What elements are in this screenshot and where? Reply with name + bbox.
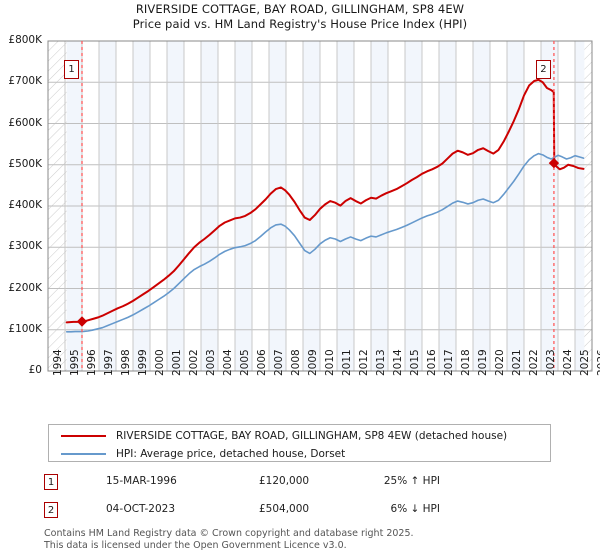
transaction-badge: 2: [44, 502, 58, 518]
x-axis-tick-label: 2009: [307, 349, 319, 376]
legend-label-property: RIVERSIDE COTTAGE, BAY ROAD, GILLINGHAM,…: [116, 429, 508, 442]
chart-marker-badge[interactable]: 1: [64, 60, 79, 79]
x-axis-tick-label: 2003: [205, 349, 217, 376]
footer-line-1: Contains HM Land Registry data © Crown c…: [44, 528, 414, 539]
transaction-row[interactable]: 1 15-MAR-1996 £120,000 25% ↑ HPI: [44, 474, 564, 496]
attribution-footer: Contains HM Land Registry data © Crown c…: [44, 528, 584, 551]
transaction-price: £504,000: [259, 503, 310, 515]
x-axis-tick-label: 2020: [494, 349, 506, 376]
x-axis-tick-label: 1998: [120, 349, 132, 376]
legend-item-hpi: HPI: Average price, detached house, Dors…: [49, 444, 550, 463]
y-axis-tick-label: £800K: [8, 34, 42, 46]
chart-svg: [47, 40, 593, 372]
x-axis-tick-label: 1997: [103, 349, 115, 376]
y-axis-tick-label: £200K: [8, 281, 42, 294]
footer-line-2: This data is licensed under the Open Gov…: [44, 539, 347, 551]
chart-marker-badge[interactable]: 2: [535, 60, 551, 79]
x-axis-tick-label: 2004: [222, 349, 234, 376]
x-axis-tick-label: 2007: [273, 349, 285, 376]
title-line-2: Price paid vs. HM Land Registry's House …: [132, 17, 468, 31]
x-axis-tick-label: 2016: [426, 349, 438, 376]
x-axis-tick-label: 2006: [256, 349, 268, 376]
x-axis-tick-label: 2025: [579, 349, 591, 376]
x-axis-tick-label: 2014: [392, 349, 404, 376]
x-axis-tick-label: 1994: [52, 349, 64, 376]
x-axis-tick-label: 2021: [511, 349, 523, 376]
x-axis-tick-label: 2010: [324, 349, 336, 376]
page-title: RIVERSIDE COTTAGE, BAY ROAD, GILLINGHAM,…: [0, 2, 600, 32]
transaction-date: 15-MAR-1996: [106, 475, 177, 487]
y-axis-tick-label: £600K: [8, 116, 42, 129]
x-axis-tick-label: 2018: [460, 349, 472, 376]
transaction-row[interactable]: 2 04-OCT-2023 £504,000 6% ↓ HPI: [44, 502, 564, 524]
x-axis-tick-label: 2026: [596, 349, 600, 376]
transaction-price: £120,000: [259, 475, 310, 487]
x-axis-tick-label: 2015: [409, 349, 421, 376]
price-history-chart: £0 £100K £200K £300K £400K £500K £600K £700K £80…: [8, 34, 600, 376]
x-axis-tick-label: 1995: [69, 349, 81, 376]
x-axis-tick-label: 2011: [341, 349, 353, 376]
x-axis-tick-label: 2019: [477, 349, 489, 376]
x-axis-tick-label: 2000: [154, 349, 166, 376]
x-axis-tick-label: 2024: [562, 349, 574, 376]
y-axis-tick-label: £700K: [8, 75, 42, 88]
x-axis-tick-label: 2001: [171, 349, 183, 376]
legend-item-property: RIVERSIDE COTTAGE, BAY ROAD, GILLINGHAM,…: [49, 426, 550, 445]
transaction-badge: 1: [44, 474, 58, 490]
transaction-hpi-delta: 25% ↑ HPI: [383, 475, 440, 487]
x-axis-tick-label: 2023: [545, 349, 557, 376]
x-axis-tick-label: 1996: [86, 349, 98, 376]
x-axis-tick-label: 2022: [528, 349, 540, 376]
y-axis-tick-label: £0: [28, 364, 42, 376]
x-axis-tick-label: 2012: [358, 349, 370, 376]
x-axis-tick-label: 2005: [239, 349, 251, 376]
y-axis-tick-label: £100K: [8, 322, 42, 335]
x-axis-tick-label: 2013: [375, 349, 387, 376]
chart-legend: RIVERSIDE COTTAGE, BAY ROAD, GILLINGHAM,…: [48, 424, 551, 462]
transaction-hpi-delta: 6% ↓ HPI: [390, 503, 440, 515]
transaction-date: 04-OCT-2023: [106, 503, 175, 515]
x-axis-tick-label: 2017: [443, 349, 455, 376]
y-axis-tick-label: £500K: [8, 157, 42, 170]
legend-swatch-property: [61, 434, 106, 437]
x-axis-tick-label: 2008: [290, 349, 302, 376]
title-line-1: RIVERSIDE COTTAGE, BAY ROAD, GILLINGHAM,…: [135, 2, 465, 16]
legend-swatch-hpi: [61, 452, 106, 455]
x-axis-tick-label: 1999: [137, 349, 149, 376]
y-axis-tick-label: £300K: [8, 240, 42, 253]
y-axis-tick-label: £400K: [8, 199, 42, 211]
x-axis-tick-label: 2002: [188, 349, 200, 376]
legend-label-hpi: HPI: Average price, detached house, Dors…: [116, 447, 346, 460]
